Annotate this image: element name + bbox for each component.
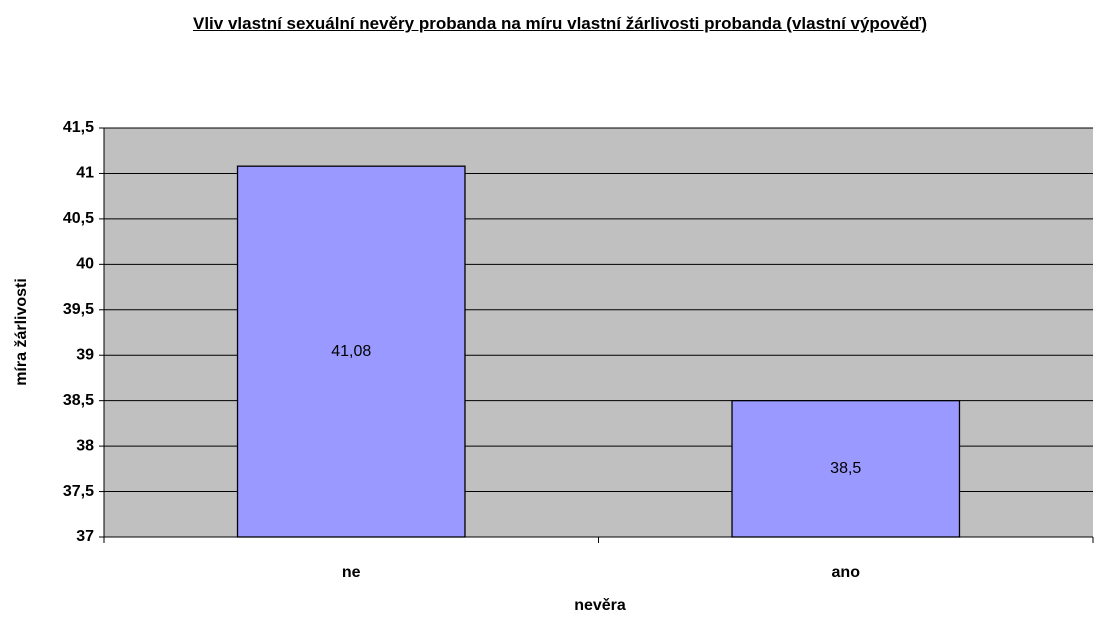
y-tick-label: 37 xyxy=(76,528,94,545)
y-tick-label: 38 xyxy=(76,437,94,454)
y-axis-label: míra žárlivosti xyxy=(13,278,30,386)
y-tick-label: 41,5 xyxy=(63,119,94,136)
x-tick-label: ne xyxy=(342,564,361,581)
y-tick-label: 40,5 xyxy=(63,210,94,227)
data-label: 38,5 xyxy=(830,460,861,477)
y-tick-label: 37,5 xyxy=(63,483,94,500)
y-tick-label: 39 xyxy=(76,346,94,363)
y-tick-label: 38,5 xyxy=(63,392,94,409)
bar xyxy=(236,165,466,538)
chart-title: Vliv vlastní sexuální nevěry probanda na… xyxy=(192,14,927,33)
bar xyxy=(731,400,961,538)
x-axis-label: nevěra xyxy=(574,597,626,614)
y-tick-label: 41 xyxy=(76,165,94,182)
data-label: 41,08 xyxy=(331,343,371,360)
y-tick-label: 40 xyxy=(76,256,94,273)
y-tick-label: 39,5 xyxy=(63,301,94,318)
x-tick-label: ano xyxy=(832,564,861,581)
